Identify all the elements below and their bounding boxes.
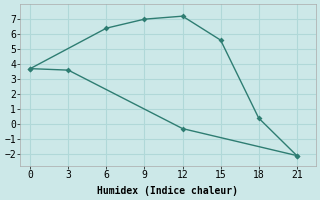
X-axis label: Humidex (Indice chaleur): Humidex (Indice chaleur) <box>98 186 238 196</box>
